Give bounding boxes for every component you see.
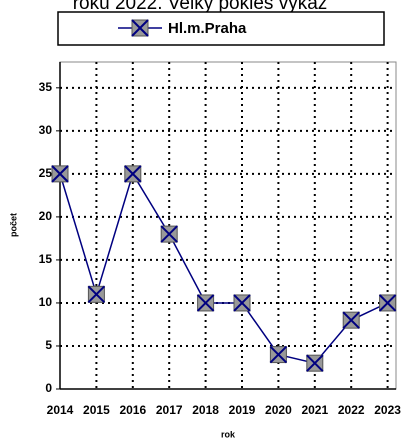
marker-part — [131, 19, 149, 37]
marker — [269, 345, 288, 364]
y-tick-label: 15 — [39, 252, 53, 266]
marker — [131, 19, 149, 37]
marker-part — [306, 354, 324, 372]
marker-part — [342, 311, 360, 329]
marker — [342, 311, 360, 329]
x-axis-label: rok — [221, 429, 236, 439]
series-line — [59, 172, 388, 365]
marker — [51, 165, 69, 183]
plot-area — [59, 61, 397, 390]
x-tick-label: 2017 — [156, 403, 183, 417]
marker-part — [124, 165, 142, 183]
y-tick-label: 0 — [45, 381, 52, 395]
x-tick-label: 2015 — [83, 403, 110, 417]
y-tick-label: 20 — [39, 209, 53, 223]
marker-part — [378, 294, 397, 312]
x-tick-label: 2023 — [374, 403, 401, 417]
y-axis-label: počet — [8, 213, 18, 237]
chart-title: roku 2022. Velký pokles vykáz — [73, 0, 328, 14]
marker — [196, 294, 215, 312]
x-tick-label: 2021 — [301, 403, 328, 417]
marker-part — [196, 294, 215, 312]
x-tick-label: 2022 — [338, 403, 365, 417]
y-tick-label: 35 — [39, 80, 53, 94]
marker — [233, 294, 251, 312]
marker — [306, 354, 324, 372]
marker-part — [51, 165, 69, 183]
y-tick-label: 30 — [39, 123, 53, 137]
marker-part — [87, 285, 106, 304]
x-tick-label: 2016 — [119, 403, 146, 417]
x-tick-label: 2018 — [192, 403, 219, 417]
marker — [378, 294, 397, 312]
marker-part — [233, 294, 251, 312]
legend-box — [57, 11, 385, 46]
y-tick-label: 10 — [39, 295, 53, 309]
marker-part — [269, 345, 288, 364]
legend-label: Hl.m.Praha — [168, 20, 247, 37]
y-tick-label: 5 — [45, 338, 52, 352]
x-tick-label: 2014 — [47, 403, 74, 417]
marker-part — [160, 225, 178, 243]
x-tick-label: 2020 — [265, 403, 292, 417]
y-tick-label: 25 — [39, 166, 53, 180]
x-tick-label: 2019 — [229, 403, 256, 417]
marker — [160, 225, 178, 243]
marker — [124, 165, 142, 183]
marker — [87, 285, 106, 304]
